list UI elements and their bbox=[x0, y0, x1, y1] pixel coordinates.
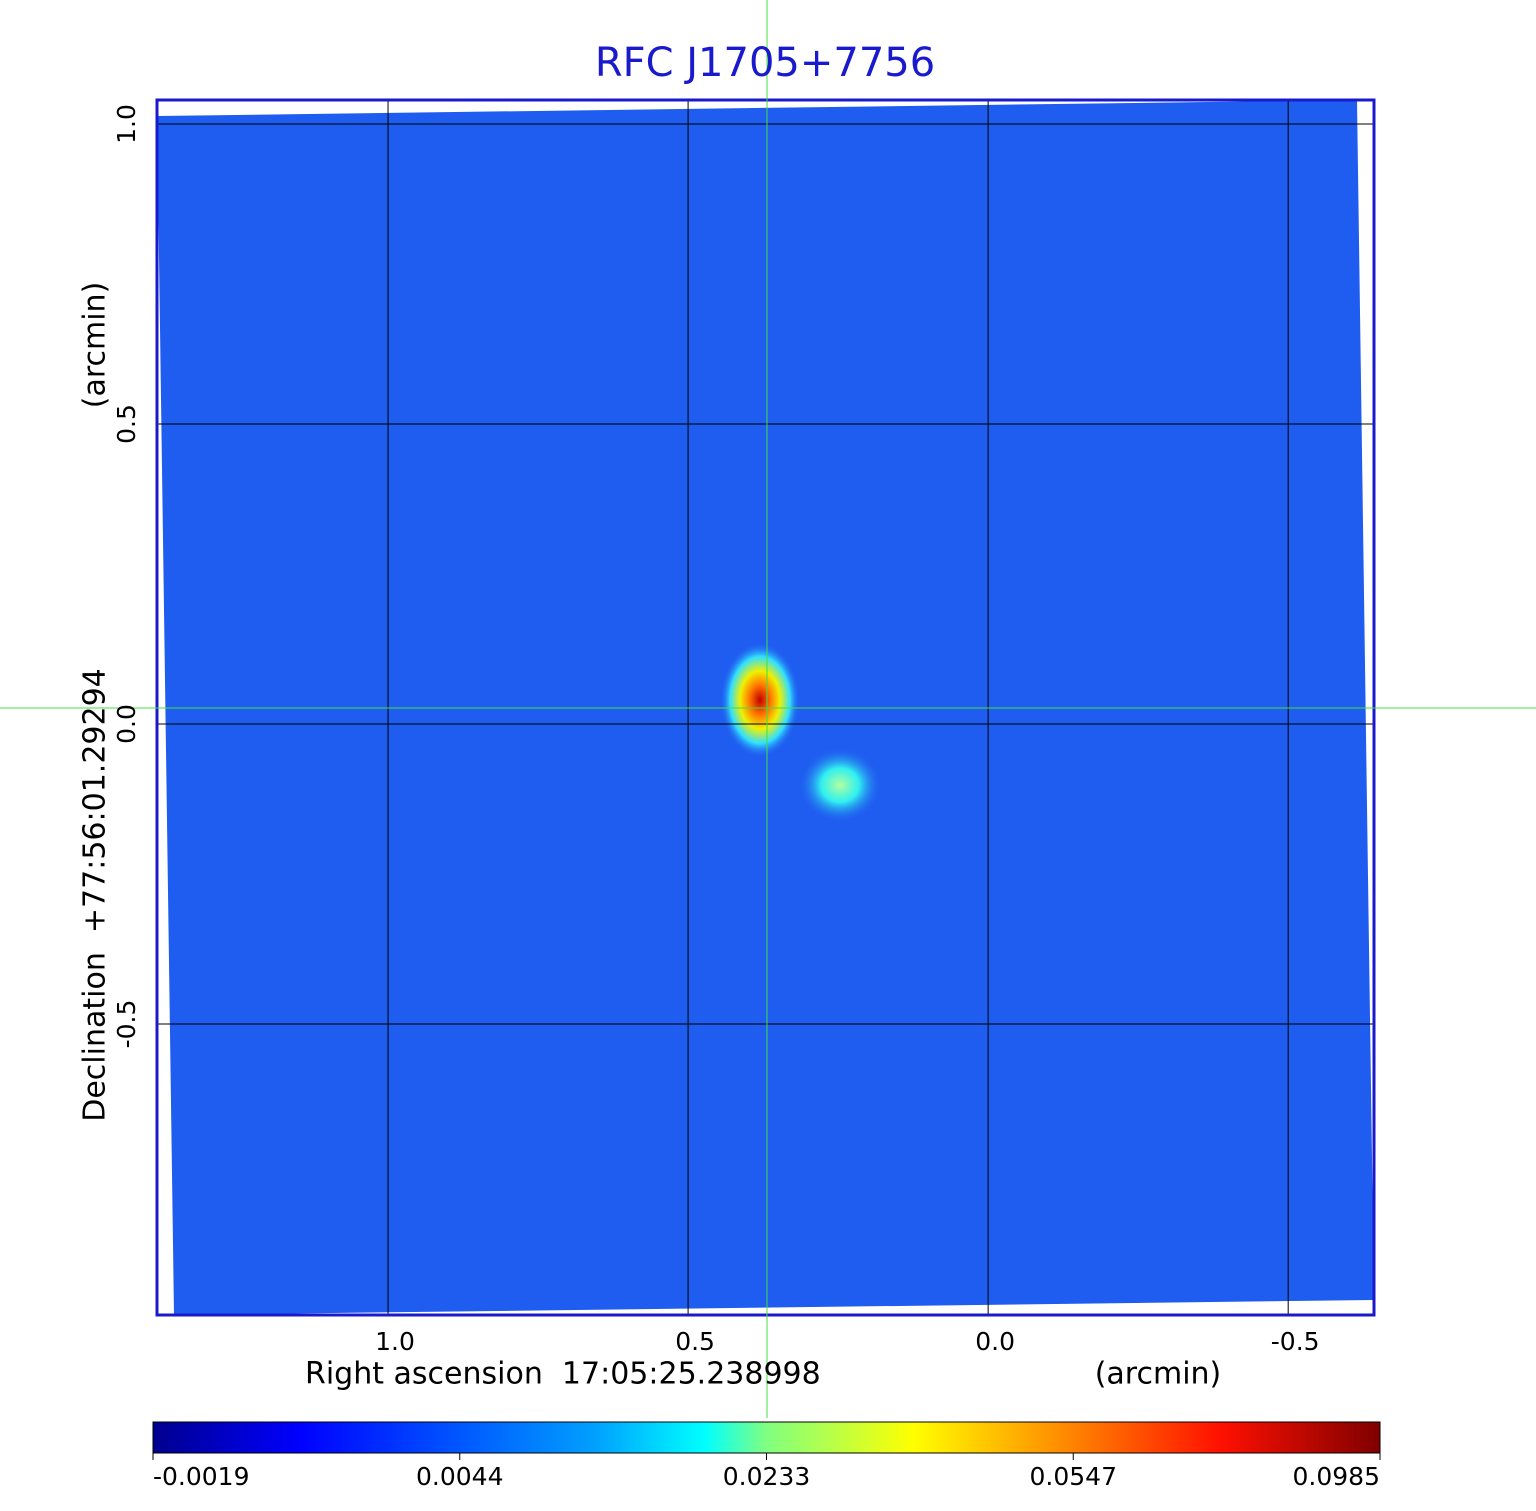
y-tick-label: 0.0 bbox=[112, 704, 141, 744]
jet-knot bbox=[798, 747, 882, 823]
y-tick-label: -0.5 bbox=[112, 1000, 141, 1049]
x-tick-label: -0.5 bbox=[1271, 1327, 1320, 1356]
x-tick-label: 0.5 bbox=[675, 1327, 715, 1356]
chart-title: RFC J1705+7756 bbox=[595, 40, 935, 86]
y-axis-label: Declination +77:56:01.29294 bbox=[78, 668, 113, 1122]
colorbar-tick-label: 0.0044 bbox=[416, 1462, 503, 1491]
source-core bbox=[720, 642, 800, 758]
colorbar-tick-label: 0.0233 bbox=[723, 1462, 810, 1491]
y-axis-unit: (arcmin) bbox=[78, 282, 113, 409]
x-tick-label: 0.0 bbox=[975, 1327, 1015, 1356]
x-axis-label: Right ascension 17:05:25.238998 bbox=[305, 1357, 821, 1392]
colorbar-tick-label: 0.0985 bbox=[1293, 1462, 1380, 1491]
colorbar bbox=[152, 1421, 1381, 1454]
x-axis-unit: (arcmin) bbox=[1095, 1357, 1222, 1392]
colorbar-tick-label: 0.0547 bbox=[1030, 1462, 1117, 1491]
x-tick-label: 1.0 bbox=[375, 1327, 415, 1356]
y-tick-label: 1.0 bbox=[112, 104, 141, 144]
colorbar-tick-label: -0.0019 bbox=[153, 1462, 250, 1491]
y-tick-label: 0.5 bbox=[112, 404, 141, 444]
